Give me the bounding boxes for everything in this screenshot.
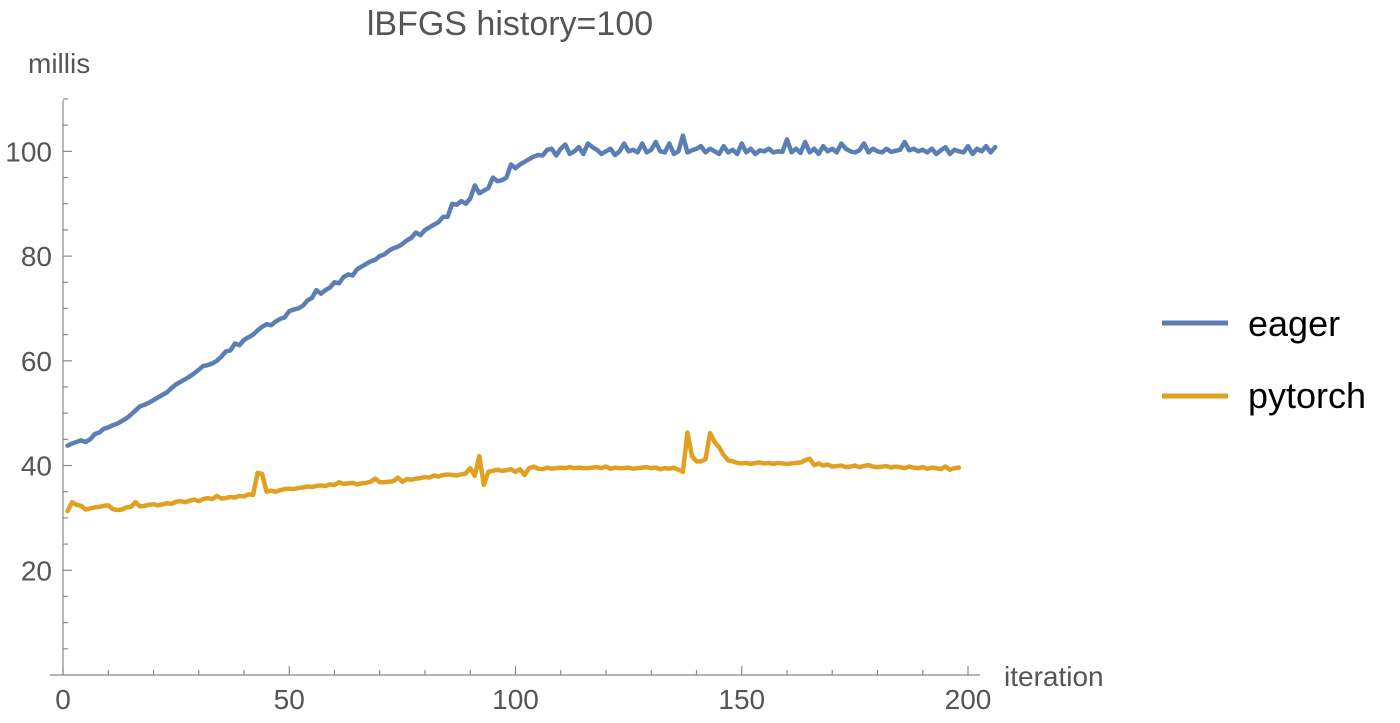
x-tick-label: 150	[718, 684, 765, 715]
legend-label-eager: eager	[1248, 303, 1340, 344]
y-tick-label: 60	[21, 346, 52, 377]
chart-title: lBFGS history=100	[367, 5, 653, 43]
y-axis-ticks: 20 40 60 80 100	[5, 98, 72, 650]
legend-label-pytorch: pytorch	[1248, 375, 1366, 416]
series-line-pytorch	[65, 430, 962, 514]
x-tick-label: 0	[55, 684, 71, 715]
y-tick-label: 80	[21, 241, 52, 272]
x-axis-label: iteration	[1004, 661, 1104, 692]
y-tick-label: 40	[21, 451, 52, 482]
y-tick-label: 100	[5, 136, 52, 167]
series-lines	[65, 133, 998, 514]
y-tick-label: 20	[21, 555, 52, 586]
legend: eager pytorch	[1162, 303, 1366, 416]
y-axis-label: millis	[28, 48, 90, 79]
x-tick-label: 200	[945, 684, 992, 715]
x-tick-label: 100	[492, 684, 539, 715]
series-line-eager	[65, 133, 998, 448]
x-axis-ticks: 0 50 100 150 200	[55, 666, 991, 715]
x-tick-label: 50	[274, 684, 305, 715]
